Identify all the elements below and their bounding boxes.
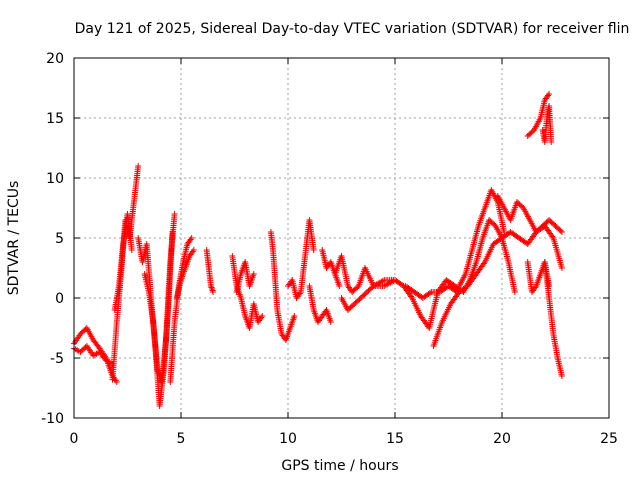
x-axis-label: GPS time / hours [281,458,398,474]
data-point [327,319,334,325]
y-tick-label: 15 [46,111,64,127]
x-tick-label: 0 [70,431,79,447]
data-point [190,247,197,253]
data-point [188,235,195,241]
y-tick-label: 5 [55,231,64,247]
series-trace-j [229,253,266,331]
data-point [557,227,564,234]
x-tick-label: 25 [600,431,618,447]
series-trace-z [541,259,565,379]
data-point [210,289,217,295]
data-point [171,211,178,217]
y-tick-label: 20 [46,51,64,67]
data-point [135,163,142,169]
data-point [310,247,317,253]
data-point [336,283,343,289]
y-tick-label: -5 [50,351,64,367]
data-point [511,289,518,295]
chart-title: Day 121 of 2025, Sidereal Day-to-day VTE… [75,21,630,37]
series-trace-l [267,229,298,343]
series-trace-h [173,247,197,301]
series-trace-c [109,163,142,383]
series-trace-i [203,247,217,295]
x-tick-label: 5 [177,431,186,447]
data-point [291,313,298,319]
y-tick-label: 0 [55,291,64,307]
data-point [546,91,553,97]
y-tick-label: -10 [41,411,64,427]
series-trace-ab [539,103,555,145]
series-trace-n [306,283,334,325]
data-point [209,286,216,292]
y-tick-label: 10 [46,171,64,187]
series-trace-w [494,193,565,235]
series-trace-f [141,211,178,385]
series-trace-q [338,277,398,313]
data-point [558,373,565,379]
series-trace-b [71,343,116,367]
data-point [369,284,376,291]
data-point [250,271,257,277]
data-point [558,265,565,271]
data-point [548,139,555,145]
x-tick-label: 15 [386,431,404,447]
data-point [259,313,266,319]
data-markers [71,91,565,409]
series-trace-aa [524,91,553,139]
y-axis-label: SDTVAR / TECUs [6,181,22,296]
series-trace-k [233,259,257,295]
series-trace-m [285,217,317,301]
data-point [426,290,433,296]
x-tick-label: 20 [493,431,511,447]
series-trace-r [392,277,467,331]
series-trace-u [456,187,508,289]
data-point [128,247,135,253]
axis-ticks: 0 5 10 15 20 25 -10 -5 0 5 10 15 20 [41,51,618,447]
series-trace-p [332,253,398,295]
series-trace-x [499,223,565,271]
series-trace-d [111,211,135,313]
data-point [558,229,565,235]
x-tick-label: 10 [279,431,297,447]
series-trace-o [319,247,343,289]
data-point [113,379,120,385]
